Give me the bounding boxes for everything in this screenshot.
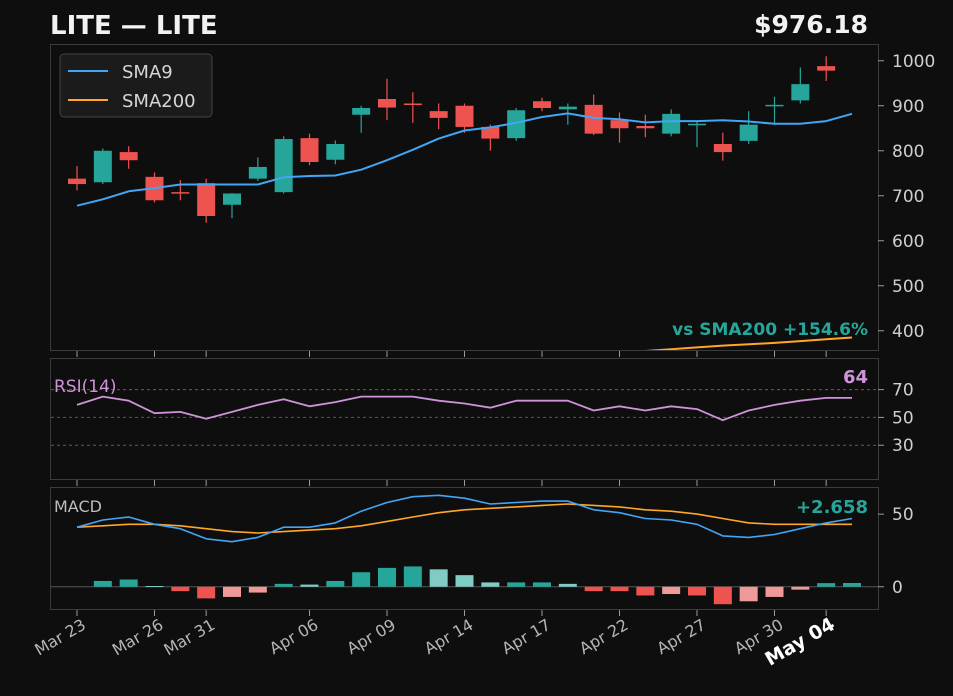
candle-body-2 xyxy=(119,152,138,161)
candle-body-22 xyxy=(636,126,655,129)
rsi-current-value: 64 xyxy=(843,367,868,388)
macd-hist-bar-10 xyxy=(326,580,345,587)
macd-hist-bar-13 xyxy=(403,566,422,587)
price-tick-label-1000: 1000 xyxy=(892,52,935,72)
sma200-annotation: vs SMA200 +154.6% xyxy=(672,320,868,340)
macd-hist-bar-30 xyxy=(843,582,861,587)
macd-hist-bar-9 xyxy=(300,584,319,587)
macd-hist-bar-15 xyxy=(455,575,474,587)
current-price: $976.18 xyxy=(754,10,868,39)
macd-hist-bar-18 xyxy=(533,582,551,587)
macd-hist-bar-8 xyxy=(274,583,293,587)
macd-hist-bar-28 xyxy=(791,586,810,590)
price-tick-label-600: 600 xyxy=(892,232,924,252)
candle-body-15 xyxy=(455,105,474,127)
candle-body-14 xyxy=(429,111,448,118)
macd-hist-bar-20 xyxy=(584,586,603,592)
rsi-panel-frame xyxy=(50,358,879,480)
macd-hist-bar-25 xyxy=(713,586,732,605)
macd-panel-frame xyxy=(50,487,879,610)
macd-hist-bar-11 xyxy=(352,572,371,587)
price-tick-label-700: 700 xyxy=(892,187,924,207)
legend-label-sma9: SMA9 xyxy=(122,62,173,83)
macd-hist-bar-19 xyxy=(558,583,577,587)
macd-hist-bar-16 xyxy=(481,582,500,587)
candle-body-20 xyxy=(584,104,603,134)
macd-hist-bar-1 xyxy=(93,580,112,587)
rsi-tick-label-30: 30 xyxy=(892,436,914,456)
candle-body-26 xyxy=(739,124,758,141)
candle-body-13 xyxy=(403,103,422,105)
rsi-line xyxy=(76,395,852,422)
candle-body-11 xyxy=(352,108,371,115)
candle-body-12 xyxy=(378,99,396,108)
price-tick-label-500: 500 xyxy=(892,277,924,297)
macd-hist-bar-17 xyxy=(507,582,526,587)
candle-body-9 xyxy=(300,138,319,162)
candle-body-28 xyxy=(791,84,810,101)
macd-current-value: +2.658 xyxy=(796,497,868,518)
candle-body-7 xyxy=(248,166,267,179)
macd-line xyxy=(76,494,853,543)
price-tick-label-800: 800 xyxy=(892,142,924,162)
legend-box xyxy=(59,53,213,118)
price-tick-label-400: 400 xyxy=(892,322,924,342)
candle-body-21 xyxy=(610,120,629,129)
price-panel: 400 500 600 700 800 900 1000 xyxy=(68,52,935,350)
candle-body-6 xyxy=(223,193,241,205)
macd-hist-bar-7 xyxy=(248,586,267,593)
macd-hist-bar-4 xyxy=(171,586,190,592)
candle-body-27 xyxy=(765,104,784,107)
macd-panel: 0 50 xyxy=(51,494,914,605)
macd-hist-bar-29 xyxy=(817,583,836,587)
legend: SMA9 SMA200 xyxy=(59,53,213,118)
macd-hist-bar-5 xyxy=(197,586,216,599)
candle-body-8 xyxy=(274,139,293,193)
sma9-line xyxy=(76,112,853,207)
candle-body-19 xyxy=(558,106,577,110)
candle-body-0 xyxy=(68,178,86,185)
candle-body-17 xyxy=(507,110,526,139)
candle-body-23 xyxy=(662,113,681,134)
rsi-tick-label-50: 50 xyxy=(892,408,914,428)
macd-hist-bar-26 xyxy=(739,586,758,602)
macd-hist-bar-22 xyxy=(636,586,655,596)
macd-hist-bar-23 xyxy=(662,586,681,595)
rsi-tick-label-70: 70 xyxy=(892,381,914,401)
candle-body-24 xyxy=(688,123,706,126)
macd-hist-bar-3 xyxy=(145,586,164,588)
macd-tick-label-0: 0 xyxy=(892,578,903,598)
price-panel-frame xyxy=(50,44,879,351)
candle-body-18 xyxy=(533,101,551,108)
candle-body-10 xyxy=(326,144,345,160)
macd-hist-bar-27 xyxy=(765,586,784,597)
candle-body-1 xyxy=(93,150,112,183)
macd-hist-bar-21 xyxy=(610,586,629,592)
macd-tick-label-50: 50 xyxy=(892,505,914,525)
moving-averages xyxy=(76,112,853,350)
candle-body-4 xyxy=(171,192,190,194)
macd-hist-bar-2 xyxy=(119,579,138,587)
candle-body-5 xyxy=(197,183,216,216)
macd-hist-bar-24 xyxy=(688,586,706,596)
macd-hist-bar-12 xyxy=(378,567,396,587)
rsi-label: RSI(14) xyxy=(54,377,117,397)
sma200-line xyxy=(645,336,853,350)
macd-hist-bar-14 xyxy=(429,569,448,587)
legend-label-sma200: SMA200 xyxy=(122,91,196,112)
macd-signal-line xyxy=(76,503,852,534)
chart-title: LITE — LITE xyxy=(50,11,218,41)
macd-hist-bar-6 xyxy=(223,586,241,597)
candle-body-25 xyxy=(713,144,732,153)
candle-body-16 xyxy=(481,126,500,139)
price-tick-label-900: 900 xyxy=(892,97,924,117)
macd-label: MACD xyxy=(54,497,102,516)
candle-body-29 xyxy=(817,66,836,71)
rsi-panel: 30 50 70 xyxy=(51,381,914,456)
